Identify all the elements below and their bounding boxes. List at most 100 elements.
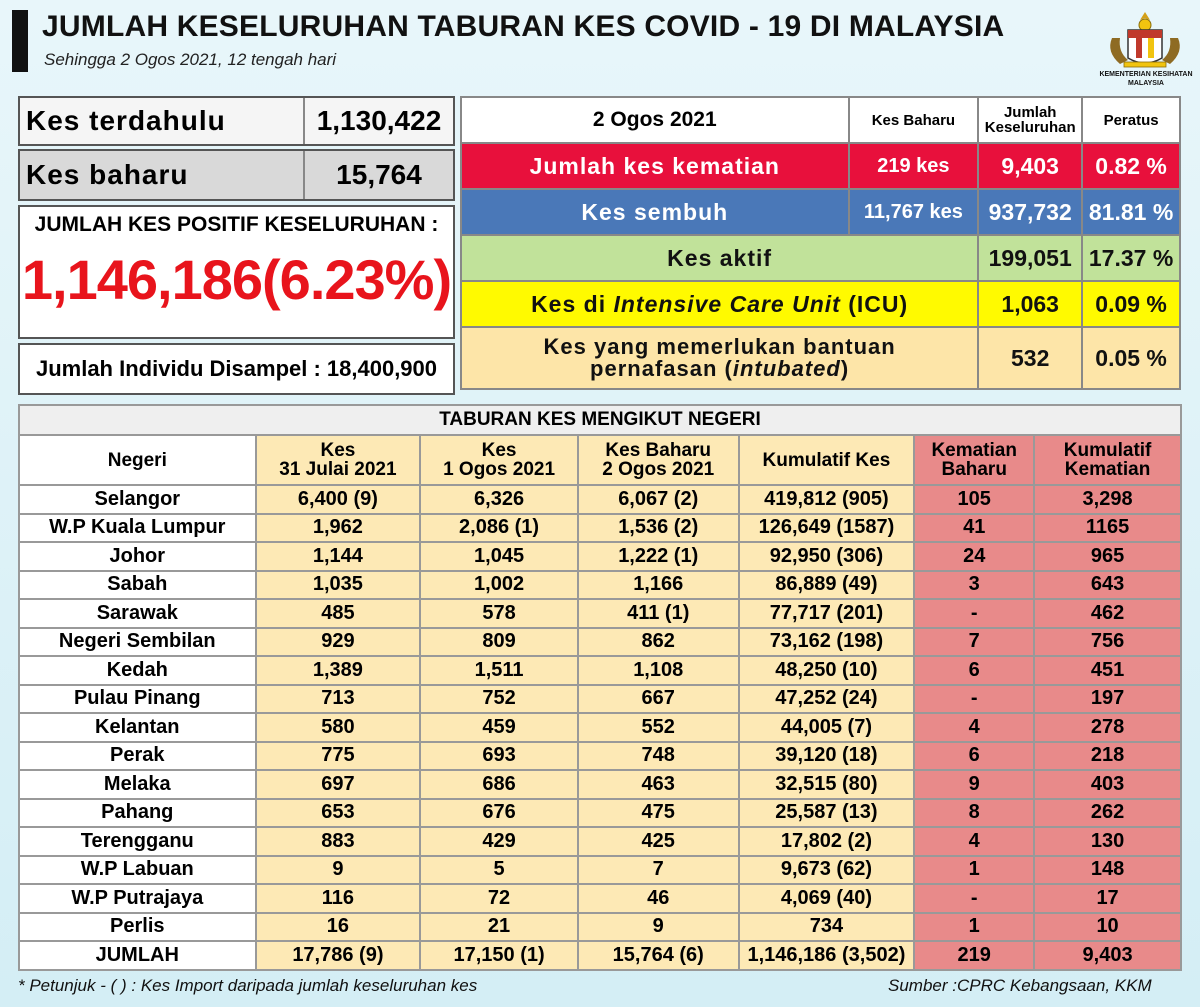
cases-1-ogos: 752 — [419, 683, 579, 714]
cases-2-ogos: 1,536 (2) — [576, 512, 740, 543]
cases-2-ogos: 7 — [576, 854, 740, 885]
cumulative-cases: 77,717 (201) — [737, 598, 916, 629]
new-deaths: 4 — [913, 826, 1036, 857]
previous-cases-label: Kes terdahulu — [26, 105, 226, 136]
header-negeri: Negeri — [18, 434, 257, 486]
header-2-ogos: Kes Baharu 2 Ogos 2021 — [576, 434, 740, 486]
cases-31-julai: 883 — [254, 826, 422, 857]
recovered-row: Kes sembuh 11,767 kes 937,732 81.81 % — [460, 188, 1181, 236]
cases-2-ogos: 862 — [576, 626, 740, 657]
table-row: W.P Labuan 9 5 7 9,673 (62) 1 148 — [18, 854, 1182, 885]
cases-2-ogos: 425 — [576, 826, 740, 857]
new-deaths: 1 — [913, 854, 1036, 885]
header-kematian-baharu-a: Kematian — [931, 440, 1017, 461]
cases-31-julai: 9 — [254, 854, 422, 885]
state-name: Pahang — [18, 797, 257, 828]
header-1-ogos: Kes 1 Ogos 2021 — [419, 434, 579, 486]
new-cases-box: Kes baharu 15,764 — [18, 149, 455, 201]
cumulative-cases: 32,515 (80) — [737, 769, 916, 800]
intubated-label-a: Kes yang memerlukan bantuan — [543, 334, 896, 359]
table-row: Terengganu 883 429 425 17,802 (2) 4 130 — [18, 826, 1182, 857]
new-deaths: 219 — [913, 940, 1036, 971]
death-row: Jumlah kes kematian 219 kes 9,403 0.82 % — [460, 142, 1181, 190]
sampled-individuals-text: Jumlah Individu Disampel : 18,400,900 — [35, 356, 438, 381]
new-deaths: - — [913, 883, 1036, 914]
cases-2-ogos: 1,166 — [576, 569, 740, 600]
cases-31-julai: 1,389 — [254, 655, 422, 686]
cases-31-julai: 16 — [254, 911, 422, 942]
cases-1-ogos: 72 — [419, 883, 579, 914]
total-row: JUMLAH 17,786 (9) 17,150 (1) 15,764 (6) 1,14… — [18, 940, 1182, 971]
intubated-percent: 0.05 % — [1081, 326, 1181, 390]
states-caption: TABURAN KES MENGIKUT NEGERI — [18, 404, 1182, 436]
recovered-new: 11,767 kes — [847, 188, 980, 236]
state-name: Sabah — [18, 569, 257, 600]
cases-2-ogos: 46 — [576, 883, 740, 914]
cumulative-cases: 126,649 (1587) — [737, 512, 916, 543]
table-row: Kedah 1,389 1,511 1,108 48,250 (10) 6 451 — [18, 655, 1182, 686]
new-deaths: 4 — [913, 712, 1036, 743]
intubated-label-italic: intubated — [732, 356, 841, 381]
cases-1-ogos: 676 — [419, 797, 579, 828]
cases-1-ogos: 693 — [419, 740, 579, 771]
table-row: Sabah 1,035 1,002 1,166 86,889 (49) 3 643 — [18, 569, 1182, 600]
cases-31-julai: 116 — [254, 883, 422, 914]
death-percent: 0.82 % — [1081, 142, 1181, 190]
states-table: TABURAN KES MENGIKUT NEGERI Negeri Kes 31… — [18, 404, 1182, 971]
cumulative-cases: 92,950 (306) — [737, 541, 916, 572]
death-total: 9,403 — [977, 142, 1084, 190]
header-1-ogos-b: 1 Ogos 2021 — [443, 459, 556, 480]
col-percent: Peratus — [1081, 96, 1181, 144]
header-kematian-baharu-b: Baharu — [941, 459, 1007, 480]
header-2-ogos-a: Kes Baharu — [605, 440, 712, 461]
header-kumulatif-kematian: Kumulatif Kematian — [1033, 434, 1182, 486]
previous-cases-box: Kes terdahulu 1,130,422 — [18, 96, 455, 146]
state-name: Terengganu — [18, 826, 257, 857]
active-label: Kes aktif — [459, 234, 980, 282]
ministry-crest-icon — [1110, 12, 1180, 68]
intubated-label: Kes yang memerlukan bantuan pernafasan (i… — [459, 326, 980, 390]
cases-2-ogos: 667 — [576, 683, 740, 714]
state-name: W.P Putrajaya — [18, 883, 257, 914]
icu-total: 1,063 — [977, 280, 1084, 328]
new-deaths: - — [913, 598, 1036, 629]
table-row: Perak 775 693 748 39,120 (18) 6 218 — [18, 740, 1182, 771]
new-deaths: 8 — [913, 797, 1036, 828]
cases-1-ogos: 809 — [419, 626, 579, 657]
cases-31-julai: 775 — [254, 740, 422, 771]
cases-31-julai: 653 — [254, 797, 422, 828]
cases-2-ogos: 411 (1) — [576, 598, 740, 629]
state-name: Perak — [18, 740, 257, 771]
intubated-row: Kes yang memerlukan bantuan pernafasan (i… — [459, 326, 1181, 390]
cumulative-cases: 86,889 (49) — [737, 569, 916, 600]
state-name: Johor — [18, 541, 257, 572]
summary-table: 2 Ogos 2021 Kes Baharu Jumlah Keseluruha… — [459, 96, 1181, 390]
states-body: Selangor 6,400 (9) 6,326 6,067 (2) 419,812 (… — [18, 484, 1182, 971]
sampled-individuals-box: Jumlah Individu Disampel : 18,400,900 — [18, 343, 455, 395]
cumulative-cases: 734 — [737, 911, 916, 942]
table-row: Perlis 16 21 9 734 1 10 — [18, 911, 1182, 942]
table-row: Melaka 697 686 463 32,515 (80) 9 403 — [18, 769, 1182, 800]
header-1-ogos-a: Kes — [481, 440, 517, 461]
state-name: W.P Labuan — [18, 854, 257, 885]
active-row: Kes aktif 199,051 17.37 % — [459, 234, 1181, 282]
cumulative-cases: 48,250 (10) — [737, 655, 916, 686]
cases-31-julai: 485 — [254, 598, 422, 629]
state-name: Negeri Sembilan — [18, 626, 257, 657]
table-row: W.P Putrajaya 116 72 46 4,069 (40) -17 — [18, 883, 1182, 914]
cumulative-deaths: 451 — [1033, 655, 1182, 686]
cumulative-deaths: 218 — [1033, 740, 1182, 771]
cases-1-ogos: 17,150 (1) — [419, 940, 579, 971]
new-deaths: 6 — [913, 740, 1036, 771]
cumulative-cases: 47,252 (24) — [737, 683, 916, 714]
cumulative-deaths: 10 — [1033, 911, 1182, 942]
positive-cases-box: JUMLAH KES POSITIF KESELURUHAN : 1,146,1… — [18, 205, 455, 339]
cases-1-ogos: 5 — [419, 854, 579, 885]
cumulative-deaths: 130 — [1033, 826, 1182, 857]
new-deaths: - — [913, 683, 1036, 714]
cumulative-deaths: 197 — [1033, 683, 1182, 714]
cumulative-deaths: 462 — [1033, 598, 1182, 629]
intubated-total: 532 — [977, 326, 1084, 390]
header-kumulatif-kematian-a: Kumulatif — [1063, 440, 1152, 461]
cases-1-ogos: 2,086 (1) — [419, 512, 579, 543]
